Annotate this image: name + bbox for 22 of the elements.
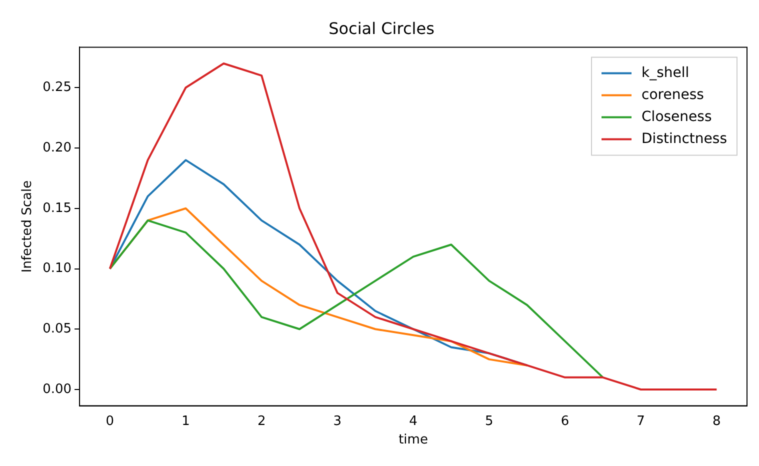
x-tick-label: 2 [257, 414, 266, 429]
x-tick-label: 7 [636, 414, 645, 429]
legend-label: Distinctness [642, 130, 728, 147]
y-tick-label: 0.00 [42, 382, 72, 397]
x-tick-label: 8 [712, 414, 721, 429]
x-tick-label: 4 [409, 414, 418, 429]
y-axis-title: Infected Scale [20, 180, 36, 273]
x-axis-title: time [398, 432, 428, 448]
y-tick-label: 0.05 [42, 322, 72, 337]
x-tick-label: 0 [106, 414, 114, 429]
chart-title: Social Circles [328, 18, 434, 38]
y-tick-label: 0.25 [42, 80, 72, 96]
x-tick-label: 3 [333, 414, 342, 429]
y-tick-label: 0.10 [42, 261, 72, 276]
legend-label: Closeness [642, 108, 712, 125]
legend-label: k_shell [642, 64, 690, 81]
x-tick-label: 1 [182, 414, 190, 429]
y-tick-label: 0.15 [42, 200, 72, 216]
x-tick-label: 5 [484, 414, 494, 429]
y-tick-label: 0.20 [42, 140, 72, 156]
x-tick-label: 6 [560, 414, 570, 429]
legend-label: coreness [642, 86, 704, 103]
